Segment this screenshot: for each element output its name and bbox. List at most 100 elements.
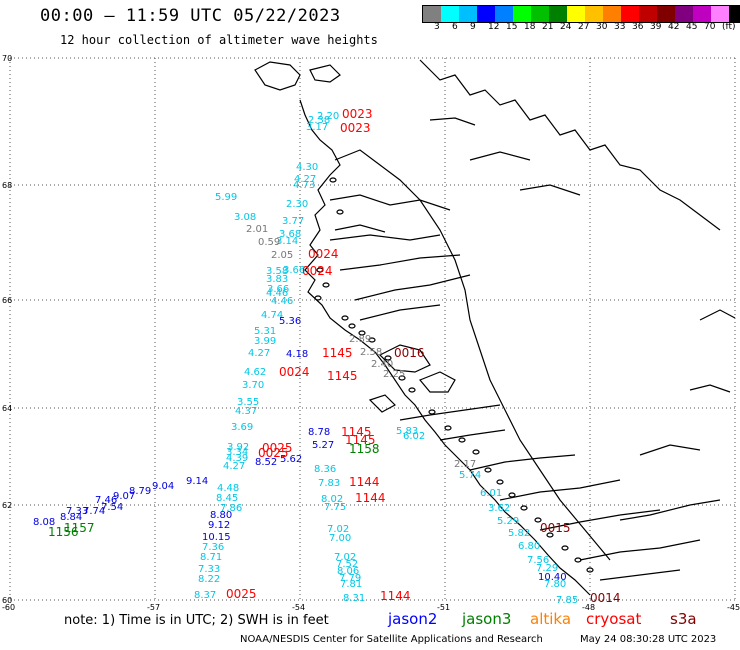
map-title: 00:00 – 11:59 UTC 05/22/2023 (40, 6, 341, 26)
wave_heights-cyan-label: 6.80 (518, 541, 540, 552)
wave_heights-cyan-label: 7.79 (339, 573, 361, 584)
islet (484, 467, 492, 473)
wave_heights-blue-label: 7.46 (95, 495, 117, 506)
coastline-segment (519, 184, 581, 196)
lat-label: 70 (2, 54, 12, 63)
coastline-segment (334, 149, 611, 561)
islet (384, 355, 392, 361)
wave_heights-cyan-label: 3.17 (306, 122, 328, 133)
colorbar-swatch (531, 6, 549, 22)
coastline-segment (378, 344, 431, 373)
islet (472, 449, 480, 455)
lon-label: -48 (582, 603, 595, 612)
coastline-segment (499, 479, 621, 501)
footer-timestamp: May 24 08:30:28 UTC 2023 (580, 634, 717, 645)
wave_heights-blue-label: 5.62 (280, 454, 302, 465)
wave_heights-cyan-label: 4.39 (226, 453, 248, 464)
lon-label: -60 (2, 603, 15, 612)
wave_heights-cyan-label: 6.02 (403, 431, 425, 442)
wave_heights-cyan-label: 4.27 (294, 174, 316, 185)
satellite-jason2-label: jason2 (388, 610, 438, 628)
pass_times-darkred-label: 0016 (394, 346, 425, 360)
islet (496, 479, 504, 485)
pass_times-red-label: 1145 (327, 369, 358, 383)
coastline-segment (339, 254, 461, 271)
colorbar-swatch (477, 6, 495, 22)
wave_heights-cyan-label: 7.81 (340, 579, 362, 590)
colorbar-swatch (495, 6, 513, 22)
wave_heights-cyan-label: 7.33 (198, 564, 220, 575)
lat-label: 68 (2, 181, 12, 190)
wave_heights-gray-label: 2.40 (371, 359, 393, 370)
colorbar-label: 36 (632, 22, 644, 32)
lat-label: 66 (2, 296, 12, 305)
colorbar-swatch (693, 6, 711, 22)
wave_heights-cyan-label: 4.62 (244, 367, 266, 378)
islet (358, 330, 366, 336)
wave_heights-cyan-label: 3.92 (227, 442, 249, 453)
wave_heights-cyan-label: 3.34 (226, 447, 248, 458)
wave_heights-blue-label: 8.79 (129, 486, 151, 497)
colorbar-swatch (657, 6, 675, 22)
lat-label: 60 (2, 596, 12, 605)
pass_times-red-label: 1145 (345, 433, 376, 447)
wave_heights-cyan-label: 4.46 (266, 288, 288, 299)
satellite-s3a-label: s3a (670, 610, 697, 628)
pass_times-red-label: 0024 (279, 365, 310, 379)
wave_heights-cyan-label: 6.01 (480, 488, 502, 499)
wave_heights-gray-label: 2.01 (246, 224, 268, 235)
pass_times-red-label: 0024 (308, 247, 339, 261)
colorbar-label: 3 (434, 22, 440, 32)
wave_heights-blue-label: 9.07 (113, 491, 135, 502)
wave_heights-cyan-label: 8.36 (314, 464, 336, 475)
lat-lon-grid (9, 57, 736, 601)
wave_heights-blue-label: 7.33 (66, 506, 88, 517)
satellite-altika-label: altika (530, 610, 572, 628)
coastline-segment (429, 117, 476, 126)
wave_heights-cyan-label: 7.75 (324, 502, 346, 513)
islet (508, 492, 516, 498)
islet (314, 295, 322, 301)
wave_heights-gray-label: 2.05 (271, 250, 293, 261)
islet (444, 425, 452, 431)
wave_heights-blue-label: 9.04 (152, 481, 174, 492)
islet (574, 557, 582, 563)
footer-credit: NOAA/NESDIS Center for Satellite Applica… (240, 634, 543, 645)
axis-labels: 70 68 66 64 62 60-60 -57 -54 -51 -48 -45 (2, 54, 740, 612)
wave_heights-cyan-label: 7.02 (327, 524, 349, 535)
wave_heights-gray-label: 0.59 (258, 237, 280, 248)
wave_heights-cyan-label: 5.29 (497, 516, 519, 527)
colorbar-swatch (513, 6, 531, 22)
coastline-segment (469, 454, 576, 471)
wave_heights-cyan-label: 3.08 (234, 212, 256, 223)
map-subtitle: 12 hour collection of altimeter wave hei… (60, 33, 378, 47)
pass_times-red-label: 0024 (302, 264, 333, 278)
wave_heights-blue-label: 10.40 (538, 572, 567, 583)
wave_heights-blue-label: 8.84 (60, 512, 82, 523)
coastline-segment (689, 384, 731, 393)
colorbar-swatch (621, 6, 639, 22)
colorbar-swatch (603, 6, 621, 22)
islet (348, 323, 356, 329)
wave_heights-blue-label: 9.12 (208, 520, 230, 531)
wave_heights-blue-label: 9.14 (186, 476, 208, 487)
wave_heights-cyan-label: 4.27 (223, 461, 245, 472)
wave_heights-cyan-label: 2.30 (286, 199, 308, 210)
wave_heights-gray-label: 2.89 (349, 334, 371, 345)
wave_heights-blue-label: 8.08 (33, 517, 55, 528)
colorbar-label: 21 (542, 22, 554, 32)
wave_heights-cyan-label: 3.14 (276, 236, 298, 247)
wave_heights-blue-label: 7.74 (83, 506, 105, 517)
coastline-segment (368, 394, 396, 413)
wave_heights-blue-label: 10.15 (202, 532, 231, 543)
colorbar-swatch (423, 6, 441, 22)
pass_times-red-label: 0025 (258, 446, 289, 460)
wave_heights-blue-label: 5.27 (312, 440, 334, 451)
colorbar-label: 45 (686, 22, 698, 32)
wave_heights-blue-label: 8.52 (255, 457, 277, 468)
wave_heights-cyan-label: 4.30 (296, 162, 318, 173)
coastline-segment (699, 309, 736, 321)
wave_heights-cyan-label: 3.99 (254, 336, 276, 347)
wave_heights-cyan-label: 3.66 (267, 284, 289, 295)
colorbar-label: 70 (704, 22, 716, 32)
